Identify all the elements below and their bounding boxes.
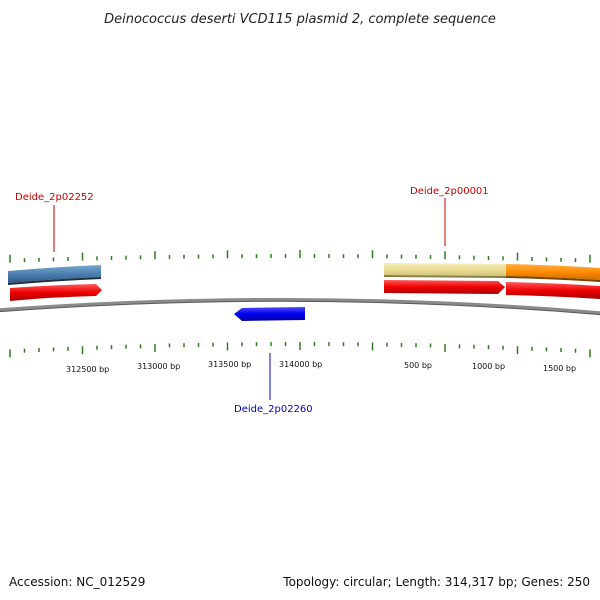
cog-bar-orange-shadow xyxy=(506,276,600,282)
gene-arrow-forward-left[interactable] xyxy=(10,284,102,301)
tick-label: 313500 bp xyxy=(208,360,251,369)
plasmid-backbone xyxy=(0,297,600,315)
gene-label-deide-2p00001[interactable]: Deide_2p00001 xyxy=(410,186,489,197)
cog-bar-steel xyxy=(8,265,101,283)
plasmid-backbone-shade xyxy=(0,300,600,316)
gene-arrow-forward-right-2[interactable] xyxy=(506,282,600,299)
tick-label: 1500 bp xyxy=(543,364,576,373)
gene-label-deide-2p02252[interactable]: Deide_2p02252 xyxy=(15,192,94,203)
tick-row-upper xyxy=(9,250,591,263)
cog-bar-yellow-shadow xyxy=(384,275,506,278)
map-title: Deinococcus deserti VCD115 plasmid 2, co… xyxy=(104,12,496,27)
cog-bar-orange xyxy=(506,264,600,280)
topology-summary: Topology: circular; Length: 314,317 bp; … xyxy=(282,575,590,589)
gene-arrow-reverse[interactable] xyxy=(234,307,305,321)
tick-label: 500 bp xyxy=(404,361,432,370)
cog-bar-yellow xyxy=(384,263,506,276)
tick-label: 313000 bp xyxy=(137,362,180,371)
gene-label-deide-2p02260[interactable]: Deide_2p02260 xyxy=(234,404,313,415)
gene-arrow-forward-right-1[interactable] xyxy=(384,280,505,294)
cog-bar-steel-shadow xyxy=(8,277,101,285)
tick-label: 312500 bp xyxy=(66,365,109,374)
accession-label: Accession: NC_012529 xyxy=(9,575,145,589)
tick-label: 314000 bp xyxy=(279,360,322,369)
tick-label: 1000 bp xyxy=(472,362,505,371)
tick-row-lower xyxy=(9,342,591,358)
